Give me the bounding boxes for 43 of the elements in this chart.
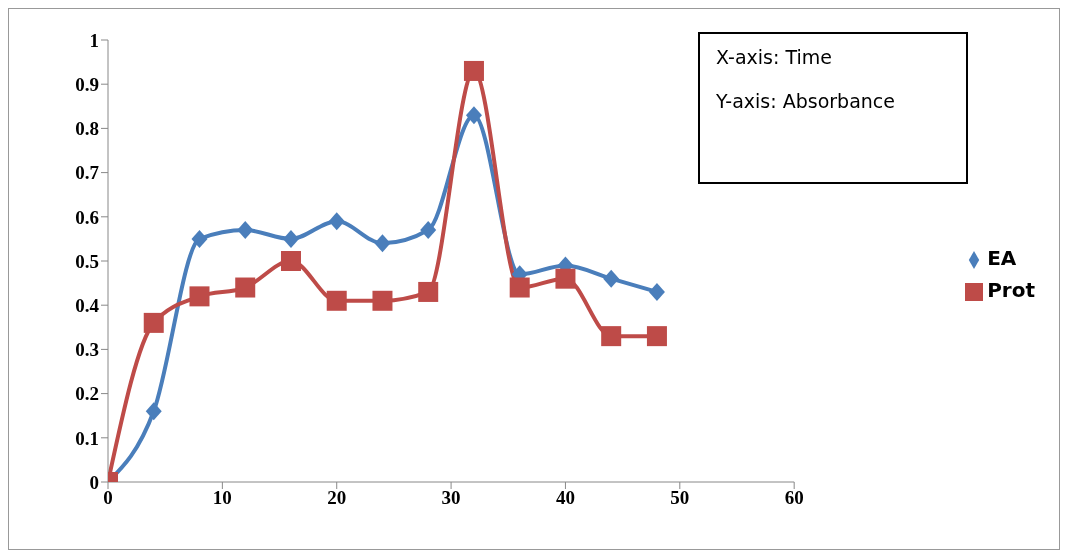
y-tick-label: 0.7 [75, 162, 100, 184]
y-tick-label: 0.6 [75, 206, 99, 228]
y-tick-label: 0.3 [75, 339, 99, 361]
point [374, 234, 391, 253]
x-tick-label: 60 [784, 487, 804, 509]
y-tick-label: 0.8 [75, 118, 99, 140]
y-tick-label: 0.2 [75, 383, 99, 405]
point [601, 326, 622, 347]
point [328, 212, 345, 231]
point [555, 268, 576, 289]
point [372, 290, 393, 311]
x-tick-label: 50 [670, 487, 690, 509]
point [509, 277, 530, 298]
point [420, 221, 437, 240]
point [463, 60, 484, 81]
point [326, 290, 347, 311]
legend-label: Prot [987, 278, 1035, 302]
x-tick-label: 40 [555, 487, 575, 509]
point [280, 251, 301, 271]
point [189, 286, 210, 307]
x-tick-label: 30 [441, 487, 461, 509]
y-tick-label: 0.9 [75, 73, 99, 95]
y-tick-label: 1 [89, 29, 99, 51]
point [603, 269, 620, 288]
annotation: Y-axis: Absorbance [716, 90, 896, 112]
y-tick-label: 0 [89, 471, 99, 493]
point [191, 229, 208, 248]
y-tick-label: 0.4 [75, 294, 100, 316]
y-tick-label: 0.5 [75, 250, 99, 272]
y-tick-label: 0.1 [75, 427, 99, 449]
x-tick-label: 10 [212, 487, 232, 509]
legend-label: EA [987, 246, 1017, 270]
point [145, 402, 162, 421]
point [418, 281, 439, 302]
point [282, 229, 299, 248]
point [648, 282, 665, 301]
annotation: X-axis: Time [716, 46, 833, 68]
point [235, 277, 256, 298]
point [465, 106, 482, 125]
x-tick-label: 20 [327, 487, 347, 509]
point [237, 221, 254, 240]
point [143, 312, 164, 333]
point [646, 326, 667, 347]
